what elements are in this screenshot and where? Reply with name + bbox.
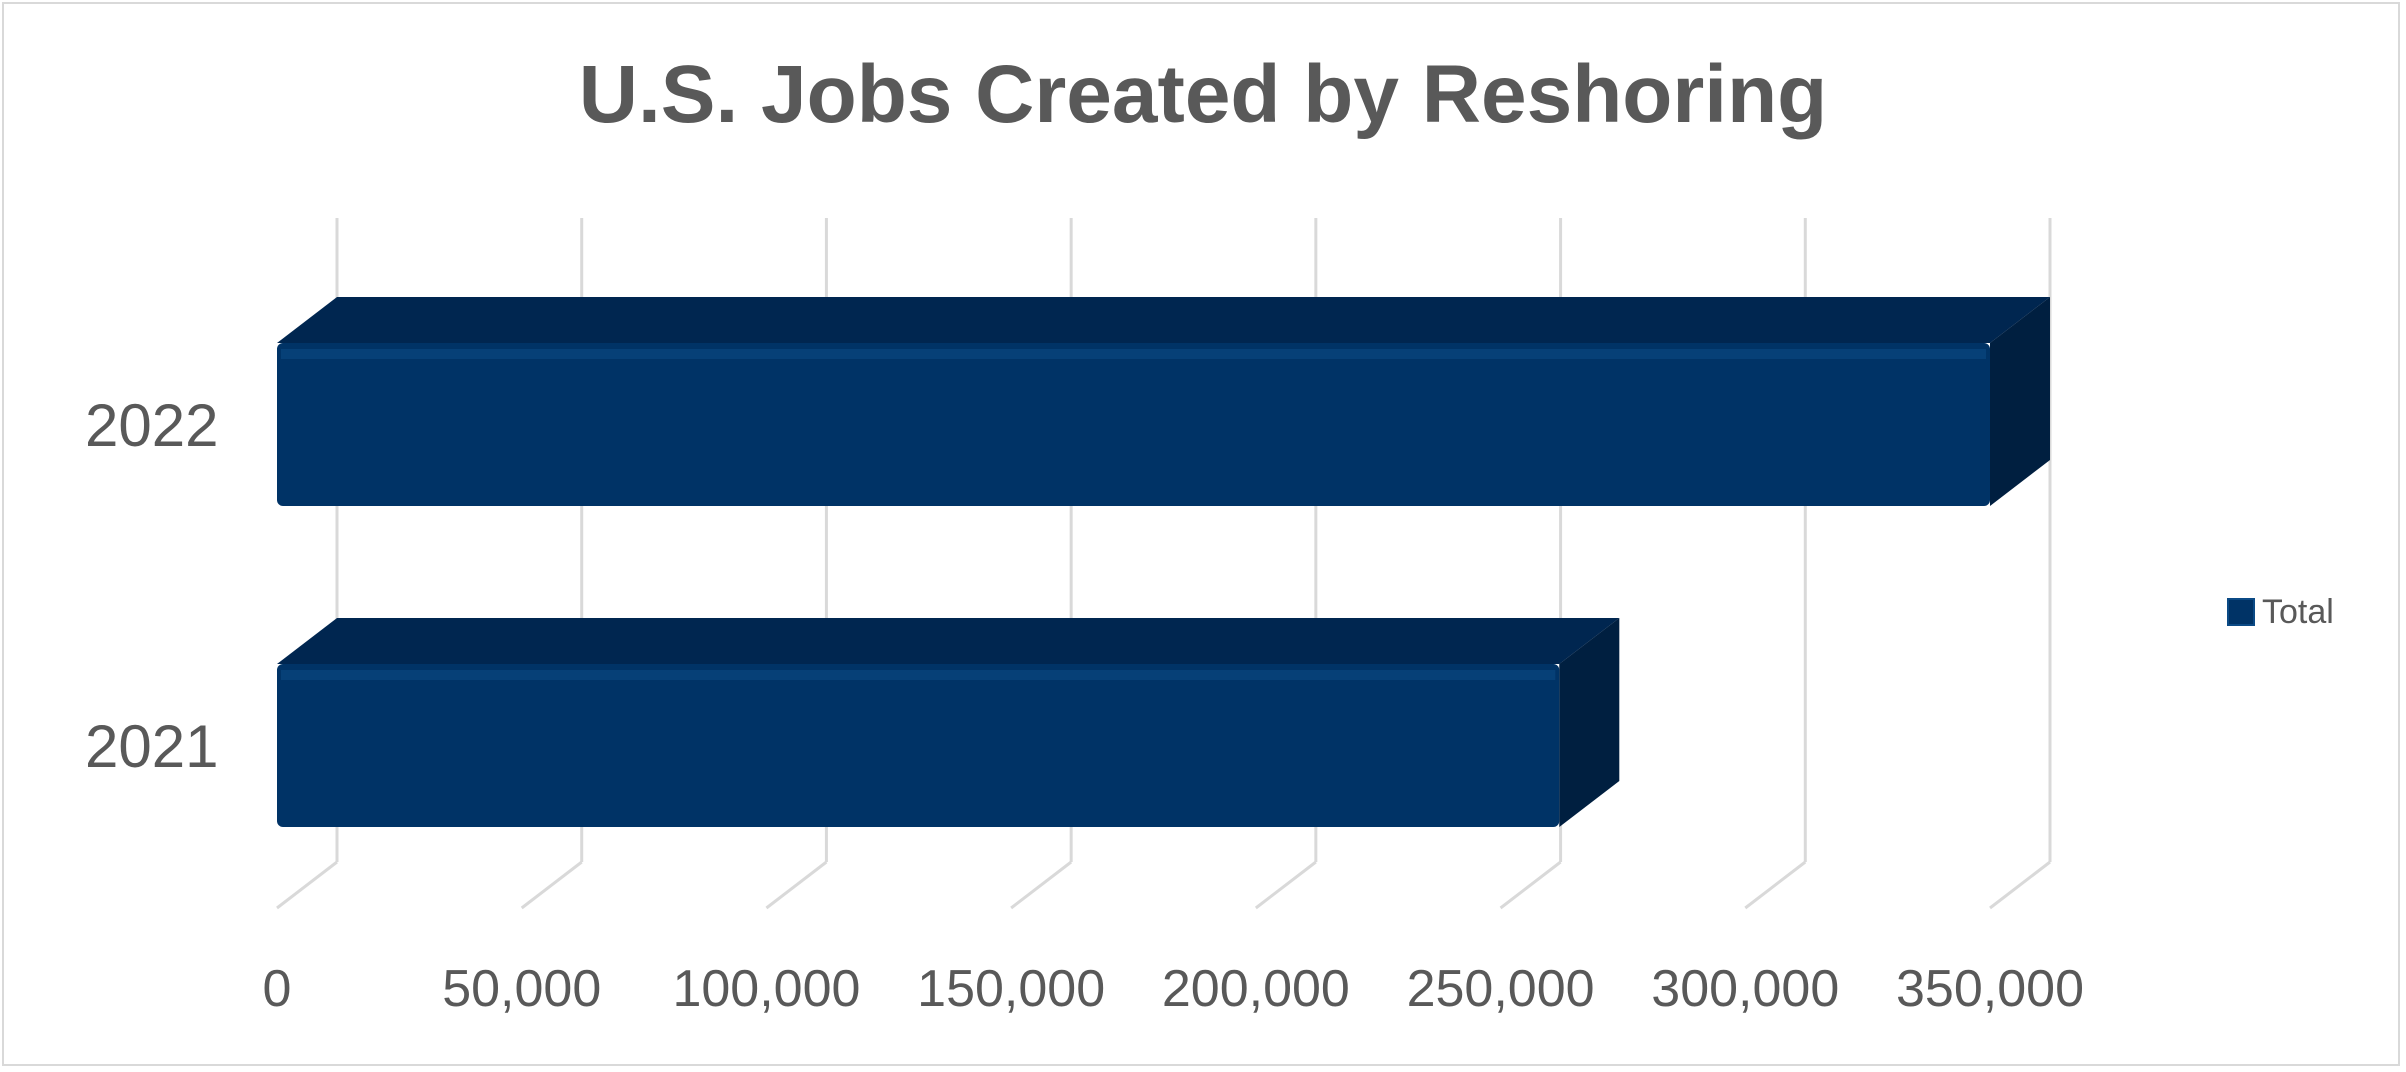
bar-highlight-2022 — [281, 349, 1986, 359]
x-tick-label-7: 350,000 — [1896, 960, 2084, 1018]
floor-gridline-3 — [1010, 860, 1073, 910]
x-tick-label-1: 50,000 — [442, 960, 601, 1018]
legend-label-total: Total — [2262, 593, 2334, 631]
floor-gridline-7 — [1989, 860, 2051, 910]
x-tick-label-2: 100,000 — [672, 960, 860, 1018]
legend: Total — [2227, 593, 2334, 631]
bar-top-2021 — [277, 618, 1620, 664]
x-tick-label-6: 300,000 — [1651, 960, 1839, 1018]
x-tick-label-0: 0 — [263, 960, 292, 1018]
floor-gridline-6 — [1744, 860, 1807, 910]
floor-gridline-0 — [276, 860, 338, 910]
floor-gridline-4 — [1254, 860, 1317, 910]
x-tick-label-5: 250,000 — [1407, 960, 1595, 1018]
bar-highlight-2021 — [281, 670, 1556, 680]
bar-side-2022 — [1990, 297, 2050, 506]
bars — [277, 297, 2050, 827]
floor-gridline-5 — [1499, 860, 1562, 910]
bar-top-2022 — [277, 297, 2050, 343]
floor-gridline-1 — [520, 860, 583, 910]
floor-gridline-2 — [765, 860, 828, 910]
bar-2022 — [277, 297, 2050, 506]
chart-title: U.S. Jobs Created by Reshoring — [579, 49, 1828, 140]
category-labels: 2022 2021 — [85, 392, 218, 780]
x-tick-label-3: 150,000 — [917, 960, 1105, 1018]
bar-2021 — [277, 618, 1620, 827]
category-label-2021: 2021 — [85, 713, 218, 780]
x-tick-label-4: 200,000 — [1162, 960, 1350, 1018]
bar-front-2022 — [277, 343, 1990, 506]
category-label-2022: 2022 — [85, 392, 218, 459]
x-tick-labels: 0 50,000 100,000 150,000 200,000 250,000 300,0… — [263, 960, 2084, 1018]
bar-front-2021 — [277, 664, 1560, 827]
bar-side-2021 — [1559, 618, 1620, 827]
legend-swatch-total — [2227, 598, 2255, 626]
